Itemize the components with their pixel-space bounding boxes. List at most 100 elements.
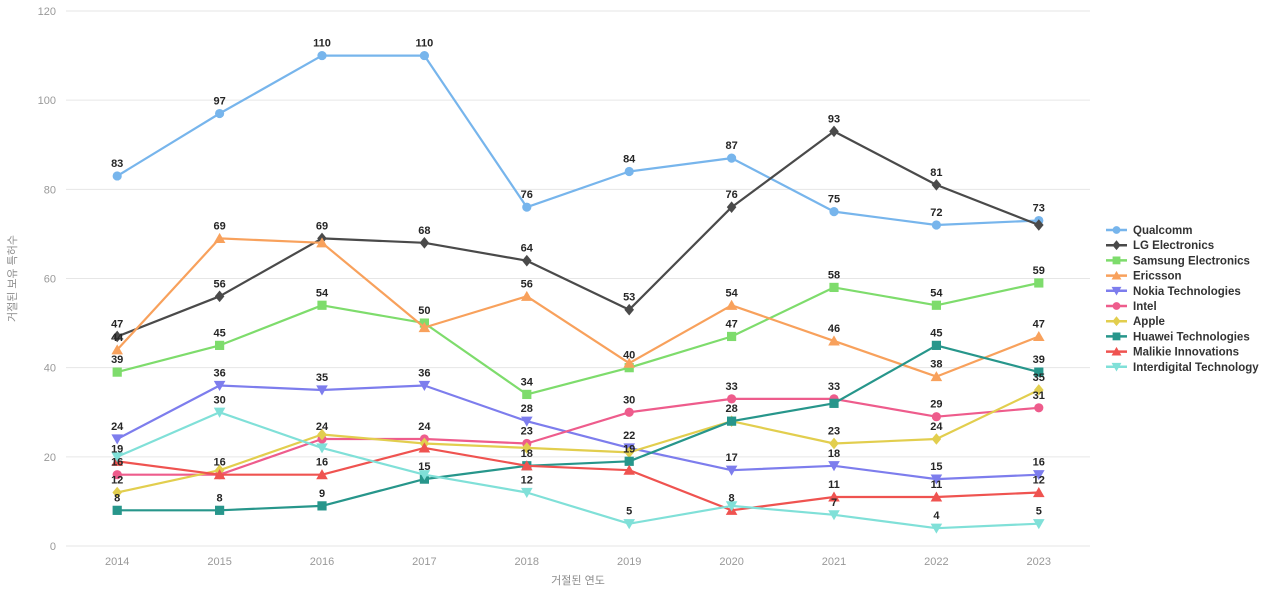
data-point-marker: [930, 523, 943, 534]
data-point-marker: [727, 153, 737, 163]
data-point-marker: [112, 330, 122, 343]
data-point-label: 16: [1033, 457, 1045, 469]
data-point-marker: [111, 344, 123, 355]
data-point-label: 19: [623, 443, 635, 455]
legend-item-huawei-technologies[interactable]: Huawei Technologies: [1106, 331, 1250, 343]
legend-label: LG Electronics: [1133, 240, 1214, 252]
data-point-label: 93: [828, 113, 840, 125]
data-point-marker: [521, 460, 533, 471]
data-point-label: 11: [828, 479, 840, 491]
data-point-marker: [419, 237, 430, 249]
data-point-marker: [522, 389, 532, 400]
data-point-marker: [931, 433, 942, 445]
data-point-marker: [1112, 302, 1121, 310]
data-point-marker: [624, 456, 634, 466]
legend-item-lg-electronics[interactable]: LG Electronics: [1106, 240, 1214, 252]
legend-item-intel[interactable]: Intel: [1106, 301, 1157, 313]
data-point-label: 33: [828, 381, 840, 393]
data-point-marker: [1034, 219, 1044, 231]
data-point-marker: [930, 371, 943, 382]
data-point-marker: [725, 465, 738, 476]
data-point-marker: [112, 505, 122, 515]
legend-item-samsung-electronics[interactable]: Samsung Electronics: [1106, 255, 1250, 267]
data-point-marker: [317, 501, 327, 511]
data-point-marker: [1034, 384, 1044, 396]
legend-label: Ericsson: [1133, 271, 1182, 283]
data-point-label: 39: [1033, 354, 1045, 366]
data-point-label: 110: [313, 38, 331, 50]
legend-label: Interdigital Technology: [1133, 362, 1259, 374]
y-tick-label: 120: [38, 6, 56, 18]
data-point-label: 76: [521, 189, 533, 201]
legend-item-qualcomm[interactable]: Qualcomm: [1106, 225, 1192, 237]
x-tick-label: 2019: [617, 556, 641, 568]
legend-item-nokia-technologies[interactable]: Nokia Technologies: [1106, 286, 1241, 298]
legend-item-interdigital-technology[interactable]: Interdigital Technology: [1106, 362, 1259, 374]
data-point-label: 11: [931, 479, 943, 491]
data-point-marker: [1033, 330, 1045, 342]
data-point-marker: [829, 125, 839, 138]
series-line: [116, 384, 1040, 481]
data-point-label: 19: [111, 443, 123, 455]
x-axis-title: 거절된 연도: [551, 574, 605, 587]
data-point-label: 72: [930, 207, 942, 219]
data-point-marker: [623, 519, 635, 530]
data-point-label: 54: [725, 287, 738, 299]
data-point-marker: [829, 398, 839, 408]
data-point-marker: [624, 303, 634, 316]
data-point-marker: [316, 237, 328, 248]
legend-item-apple[interactable]: Apple: [1106, 316, 1165, 328]
data-point-marker: [316, 469, 328, 480]
data-point-label: 4: [933, 510, 940, 522]
series-line: [116, 54, 1040, 227]
data-point-label: 56: [521, 278, 533, 290]
data-point-label: 12: [1033, 475, 1045, 487]
data-point-marker: [112, 486, 122, 499]
data-point-label: 47: [111, 318, 123, 330]
series-lg-electronics: [112, 125, 1044, 343]
legend-label: Samsung Electronics: [1133, 255, 1250, 267]
data-point-marker: [829, 207, 839, 217]
data-point-label: 87: [725, 140, 737, 152]
data-point-label: 12: [111, 475, 123, 487]
data-point-label: 8: [114, 492, 120, 504]
data-point-label: 34: [521, 376, 534, 388]
data-point-marker: [727, 416, 737, 426]
data-point-label: 69: [316, 220, 328, 232]
data-point-marker: [725, 299, 738, 310]
series-line: [116, 397, 1040, 476]
data-point-label: 40: [623, 350, 635, 362]
data-point-marker: [1111, 286, 1122, 296]
data-point-label: 15: [418, 461, 430, 473]
data-point-label: 50: [418, 305, 430, 317]
data-point-label: 33: [725, 381, 737, 393]
data-point-marker: [419, 50, 429, 61]
data-point-marker: [624, 407, 634, 417]
legend-item-malikie-innovations[interactable]: Malikie Innovations: [1106, 347, 1239, 359]
data-point-label: 58: [828, 269, 840, 281]
data-point-label: 28: [725, 403, 737, 415]
legend-label: Apple: [1133, 316, 1165, 328]
data-point-marker: [418, 442, 431, 453]
data-point-label: 75: [828, 194, 840, 206]
legend-label: Huawei Technologies: [1133, 331, 1250, 343]
legend-item-ericsson[interactable]: Ericsson: [1106, 271, 1182, 283]
data-point-marker: [931, 220, 942, 230]
data-point-label: 16: [213, 457, 225, 469]
data-point-label: 24: [930, 421, 943, 433]
series-line: [116, 344, 1040, 512]
data-point-marker: [521, 290, 533, 301]
data-point-label: 47: [1033, 318, 1045, 330]
data-point-marker: [111, 452, 123, 463]
data-point-marker: [623, 464, 635, 475]
data-point-marker: [1112, 256, 1121, 265]
data-point-label: 5: [1036, 506, 1042, 518]
data-point-label: 84: [623, 154, 636, 166]
legend-label: Qualcomm: [1133, 225, 1192, 237]
data-point-label: 110: [416, 38, 434, 50]
data-point-label: 38: [930, 359, 942, 371]
data-point-label: 22: [623, 430, 635, 442]
